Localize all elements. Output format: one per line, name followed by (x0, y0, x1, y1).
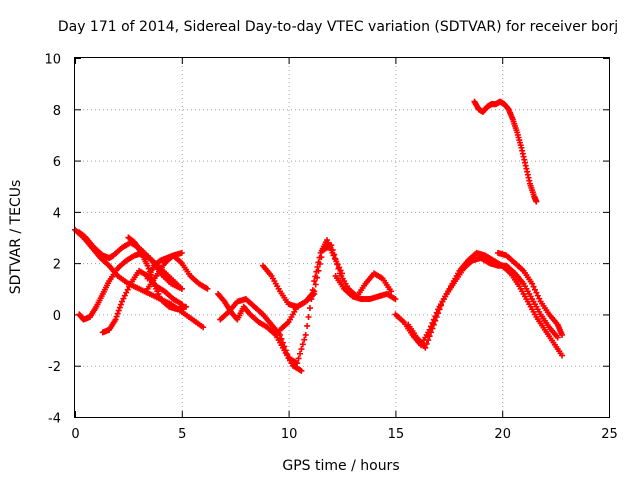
data-point (183, 303, 190, 310)
data-point (559, 331, 566, 338)
x-tick-label: 5 (178, 427, 186, 442)
y-tick-labels: -4 -2 0 2 4 6 8 10 (44, 53, 61, 427)
data-point (302, 331, 309, 338)
series-arc-10 (259, 262, 318, 310)
y-tick-label: -2 (48, 360, 61, 375)
data-point (533, 198, 540, 205)
data-point (296, 350, 303, 357)
data-point (437, 302, 444, 309)
data-point (115, 307, 122, 314)
data-point (392, 296, 399, 303)
data-point (284, 351, 291, 358)
y-tick-label: 8 (53, 104, 61, 119)
y-tick-label: 0 (53, 309, 61, 324)
data-point (315, 267, 322, 274)
data-point (425, 337, 432, 344)
grid-lines (75, 58, 609, 417)
data-point (145, 265, 152, 272)
data-point (430, 321, 437, 328)
data-point (316, 260, 323, 267)
series-arc-14 (405, 249, 566, 359)
y-tick-label: 4 (53, 206, 61, 221)
data-point (305, 313, 312, 320)
data-point (144, 262, 151, 269)
data-point (294, 360, 301, 367)
data-point (426, 333, 433, 340)
data-point (435, 310, 442, 317)
axis-ticks (75, 58, 610, 418)
data-points (72, 98, 566, 374)
data-point (112, 316, 119, 323)
data-point (328, 242, 335, 249)
data-point (554, 334, 561, 341)
plot-frame (74, 57, 610, 418)
data-point (298, 367, 305, 374)
series-arc-3 (76, 249, 185, 323)
series-arc-16 (471, 98, 540, 205)
data-point (178, 249, 185, 256)
data-point (422, 344, 429, 351)
data-point (116, 304, 123, 311)
data-point (204, 285, 211, 292)
data-point (200, 324, 207, 331)
data-point (178, 285, 185, 292)
data-point (329, 246, 336, 253)
data-point (332, 256, 339, 263)
series-arc-12 (332, 272, 399, 303)
y-tick-label: 6 (53, 155, 61, 170)
x-tick-label: 0 (71, 427, 79, 442)
data-point (114, 310, 121, 317)
data-point (559, 352, 566, 359)
data-point (299, 341, 306, 348)
data-point (281, 343, 288, 350)
data-point (429, 325, 436, 332)
data-point (433, 313, 440, 320)
data-point (331, 251, 338, 258)
data-point (304, 322, 311, 329)
data-point (334, 260, 341, 267)
series-arc-15 (494, 249, 566, 338)
data-point (318, 254, 325, 261)
series-arc-13 (392, 255, 561, 349)
data-point (278, 335, 285, 342)
chart-title: Day 171 of 2014, Sidereal Day-to-day VTE… (58, 19, 618, 35)
data-point (295, 355, 302, 362)
data-point (113, 313, 120, 320)
y-axis-title: SDTVAR / TECUs (8, 180, 24, 295)
data-point (312, 281, 319, 288)
x-tick-label: 25 (601, 427, 618, 442)
data-point (282, 347, 289, 354)
x-tick-labels: 0 5 10 15 20 25 (71, 427, 617, 442)
data-point (277, 331, 284, 338)
data-point (432, 317, 439, 324)
x-tick-label: 20 (494, 427, 511, 442)
y-tick-label: 2 (53, 258, 61, 273)
data-point (423, 340, 430, 347)
series-arc-7 (144, 249, 185, 282)
data-point (311, 288, 318, 295)
data-point (298, 346, 305, 353)
data-point (301, 336, 308, 343)
data-point (306, 305, 313, 312)
data-point (335, 265, 342, 272)
data-point (428, 329, 434, 336)
data-point (388, 288, 395, 295)
x-axis-title: GPS time / hours (282, 458, 399, 474)
data-point (314, 274, 321, 281)
data-point (436, 306, 443, 313)
y-tick-label: -4 (48, 412, 61, 427)
x-tick-label: 10 (281, 427, 298, 442)
y-tick-label: 10 (44, 53, 61, 68)
data-point (117, 301, 124, 308)
data-point (311, 278, 318, 285)
data-point (279, 339, 286, 346)
x-tick-label: 15 (388, 427, 405, 442)
